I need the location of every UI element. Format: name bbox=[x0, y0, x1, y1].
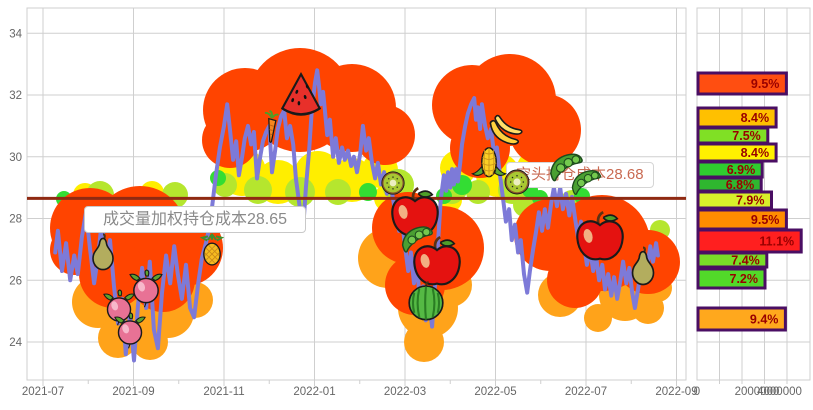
holding-bar: 7.4% bbox=[696, 251, 769, 269]
vwap-cost-label: 成交量加权持仓成本28.65 bbox=[84, 206, 306, 233]
short-position-cost-label: 空头持仓成本28.68 bbox=[506, 162, 654, 188]
holding-bar-label: 6.8% bbox=[726, 178, 755, 192]
holding-bar: 8.4% bbox=[696, 106, 778, 129]
price-line bbox=[53, 68, 660, 363]
holding-bar-label: 9.4% bbox=[750, 313, 779, 327]
holding-bar-label: 7.9% bbox=[736, 194, 765, 208]
x-axis-tick: 2022-07 bbox=[565, 386, 607, 398]
holding-bar: 9.5% bbox=[696, 71, 788, 96]
y-axis-tick: 32 bbox=[9, 90, 22, 102]
holding-bar-label: 6.9% bbox=[727, 163, 756, 177]
x-axis-tick: 2021-09 bbox=[112, 386, 154, 398]
holding-bar-label: 9.5% bbox=[751, 77, 780, 91]
y-axis-tick: 28 bbox=[9, 214, 22, 226]
holding-bar-label: 11.1% bbox=[759, 235, 794, 249]
holding-bar-label: 7.5% bbox=[732, 129, 761, 143]
x-axis-tick: 2021-11 bbox=[203, 386, 244, 398]
y-axis-tick: 26 bbox=[9, 275, 22, 287]
holding-bar: 6.9% bbox=[696, 160, 764, 179]
holding-bar: 7.9% bbox=[696, 190, 773, 210]
x-axis-tick: 2022-05 bbox=[474, 386, 516, 398]
holding-bar-label: 7.4% bbox=[731, 254, 760, 268]
y-axis-tick: 34 bbox=[9, 28, 22, 40]
holding-bar-label: 9.5% bbox=[751, 213, 780, 227]
holding-bar: 11.1% bbox=[696, 228, 803, 254]
holding-bar: 9.4% bbox=[696, 306, 787, 332]
x-axis-tick: 2022-09 bbox=[655, 386, 697, 398]
y-axis-tick: 24 bbox=[9, 337, 22, 349]
y-axis-tick: 30 bbox=[9, 152, 22, 164]
holding-bar: 9.5% bbox=[696, 208, 788, 231]
volume-axis-tick: 2000000 bbox=[735, 386, 780, 398]
x-axis-tick: 2022-01 bbox=[293, 386, 335, 398]
axis-labels: 24 26 28 30 32 34 2021-07 2021-09 2021-11 2022-01… bbox=[9, 28, 802, 398]
x-axis-tick: 2022-03 bbox=[384, 386, 426, 398]
x-axis-tick: 2021-07 bbox=[22, 386, 64, 398]
holding-bar-label: 7.2% bbox=[730, 272, 759, 286]
holding-bar: 7.5% bbox=[696, 126, 770, 145]
holding-bar: 6.8% bbox=[696, 176, 763, 193]
holding-bar-label: 8.4% bbox=[741, 111, 770, 125]
volume-axis-tick: 0 bbox=[694, 386, 700, 398]
holding-bar-label: 8.4% bbox=[741, 146, 770, 160]
volume-axis-tick: 4000000 bbox=[757, 386, 802, 398]
holding-bar: 8.4% bbox=[696, 142, 778, 163]
holding-bars: 9.5% 8.4% 7.5% 8.4% 6.9%6.8% 7.9% 9.5% 11.1% 7.4… bbox=[696, 71, 803, 332]
holding-bar: 7.2% bbox=[696, 267, 767, 290]
